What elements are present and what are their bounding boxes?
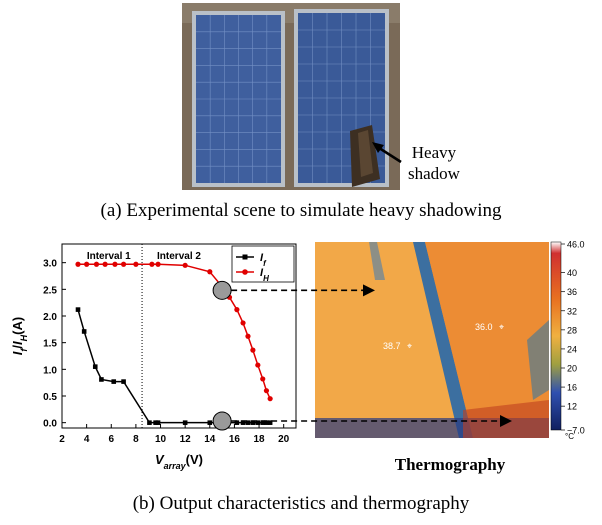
thermo-spot1: 38.7 [383,341,401,351]
caption-a: (a) Experimental scene to simulate heavy… [100,200,502,221]
scale-tick-label: 46.0 [567,240,585,250]
data-point [111,379,117,384]
data-point [75,261,81,267]
legend-label: IH [260,267,269,283]
data-point [120,261,127,267]
x-tick-label: 16 [229,434,241,445]
plot-frame [61,243,297,429]
data-point [267,420,273,425]
x-tick-label: 8 [133,434,139,445]
data-point [255,362,261,368]
data-point [234,307,240,313]
scale-tick-label: 16 [567,383,577,393]
legend-marker [242,254,248,260]
scale-tick-label: 28 [567,325,577,335]
data-point [84,261,90,267]
arrow-head [363,284,375,297]
legend-marker [242,269,248,275]
interval1-label: Interval 1 [87,251,131,262]
data-point [255,420,261,425]
data-point [250,347,256,353]
interval2-label: Interval 2 [157,251,201,262]
data-point [267,396,273,402]
y-tick-label: 1.5 [43,339,57,350]
data-point [93,261,100,267]
y-tick-label: 3.0 [43,259,57,270]
data-point [112,261,118,267]
data-point [240,420,246,425]
x-tick-label: 14 [204,434,216,445]
data-point [245,333,251,339]
color-scale-bar [550,241,562,431]
shadow-pointer-arrow [372,142,402,164]
legend-label: If [260,252,267,268]
data-point [133,261,139,267]
y-tick-label: 2.5 [43,285,57,296]
y-tick-label: 0.5 [43,392,57,403]
data-point [264,420,269,425]
svg-text:⌖: ⌖ [407,341,412,351]
y-axis-label: If/IH(A) [10,317,29,355]
data-point [121,379,126,384]
data-point [182,420,188,425]
data-point [260,420,266,425]
data-point [182,262,188,268]
heavy-shadow-label: Heavy shadow [408,142,460,184]
data-point [263,388,270,394]
caption-b: (b) Output characteristics and thermogra… [132,493,470,514]
data-point [155,420,161,425]
x-tick-label: 2 [59,434,65,445]
scale-tick-label: 24 [567,344,577,354]
x-axis-label: Varray(V) [155,452,203,471]
y-tick-label: 0.0 [43,419,57,430]
scale-tick-label: 20 [567,364,577,374]
data-point [102,261,108,267]
scale-tick-label: −7.0 [567,426,585,436]
data-point [245,420,251,425]
thermography-title: Thermography [394,455,506,474]
data-point [92,364,98,369]
x-tick-label: 18 [253,434,265,445]
iv-chart: 2 4 6 8 10 12 14 16 18 20 0.0 0.5 1.0 1.5 2.0 2.5 3.0 Int… [10,243,297,471]
scale-tick-label: 40 [567,268,577,278]
x-tick-label: 10 [155,434,167,445]
arrow-head [500,415,512,427]
data-point [99,377,104,382]
x-tick-label: 20 [278,434,290,445]
y-tick-label: 1.0 [43,365,57,376]
scale-tick-label: 36 [567,287,577,297]
scale-tick-label: 32 [567,306,577,316]
y-tick-label: 2.0 [43,312,57,323]
solar-panel-photo [182,3,400,190]
data-point [155,261,161,267]
legend-box [231,245,295,283]
data-point [207,269,213,275]
data-point [240,320,246,326]
heavy-shadow-line1: Heavy [411,143,457,162]
x-tick-label: 6 [108,434,114,445]
x-tick-label: 12 [180,434,192,445]
data-point [75,307,81,312]
data-point [234,420,240,425]
data-point [81,329,87,334]
x-tick-label: 4 [84,434,90,445]
svg-text:⌖: ⌖ [499,322,504,332]
data-point [250,420,256,425]
heavy-shadow-line2: shadow [408,164,460,183]
data-point [207,420,213,425]
data-point [147,420,152,425]
data-point [149,261,155,267]
scale-tick-label: 12 [567,402,577,412]
scale-unit: °C [565,432,574,440]
data-point [260,376,266,382]
data-point [153,420,158,425]
thermo-spot2: 36.0 [475,322,493,332]
